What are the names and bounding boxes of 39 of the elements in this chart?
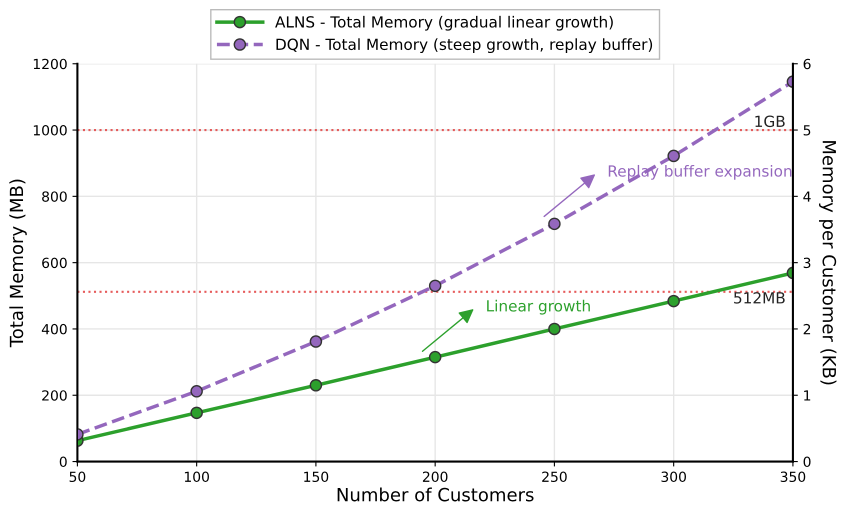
point [667,294,680,308]
y-tick-label: 0 [60,456,67,468]
y-tick-label: 600 [42,258,67,268]
point [428,280,442,292]
y-tick-label: 1200 [34,58,67,70]
y2-tick-label: 0 [804,456,811,468]
ref-line-label: 512MB [734,292,785,304]
y-tick-label: 800 [42,191,67,202]
point [667,150,680,162]
y2-tick-label: 4 [803,192,811,202]
y2-axis-title: Memory per Customer (KB) [819,141,836,384]
x-axis-title: Number of Customers [338,487,534,502]
y-axis-title: Total Memory (MB) [9,180,27,348]
x-tick-label: 100 [184,472,209,482]
legend-label: ALNS - Total Memory (gradual linear growth) [275,16,613,31]
point [310,335,322,348]
y-tick-label: 1000 [34,125,67,136]
y-tick-label: 200 [42,390,67,401]
x-tick-label: 50 [70,472,86,482]
x-tick-label: 250 [542,472,567,482]
point [310,379,322,392]
x-tick-label: 300 [661,472,686,482]
x-tick-label: 200 [422,472,448,482]
y2-tick-label: 2 [804,324,810,334]
y-tick-label: 400 [42,324,67,334]
x-tick-label: 350 [780,472,806,482]
legend-label: DQN - Total Memory (steep growth, replay buffer) [276,38,652,54]
point [190,406,203,420]
point [428,350,442,364]
annotation: Linear growth [487,300,590,315]
y2-tick-label: 5 [804,125,810,136]
x-tick-label: 150 [304,472,328,482]
ref-line-label: 1GB [755,116,785,128]
point [548,218,561,230]
y2-tick-label: 6 [804,58,811,70]
y2-tick-label: 3 [804,258,810,268]
point [548,322,561,336]
y2-tick-label: 1 [804,390,810,401]
point [190,385,203,398]
